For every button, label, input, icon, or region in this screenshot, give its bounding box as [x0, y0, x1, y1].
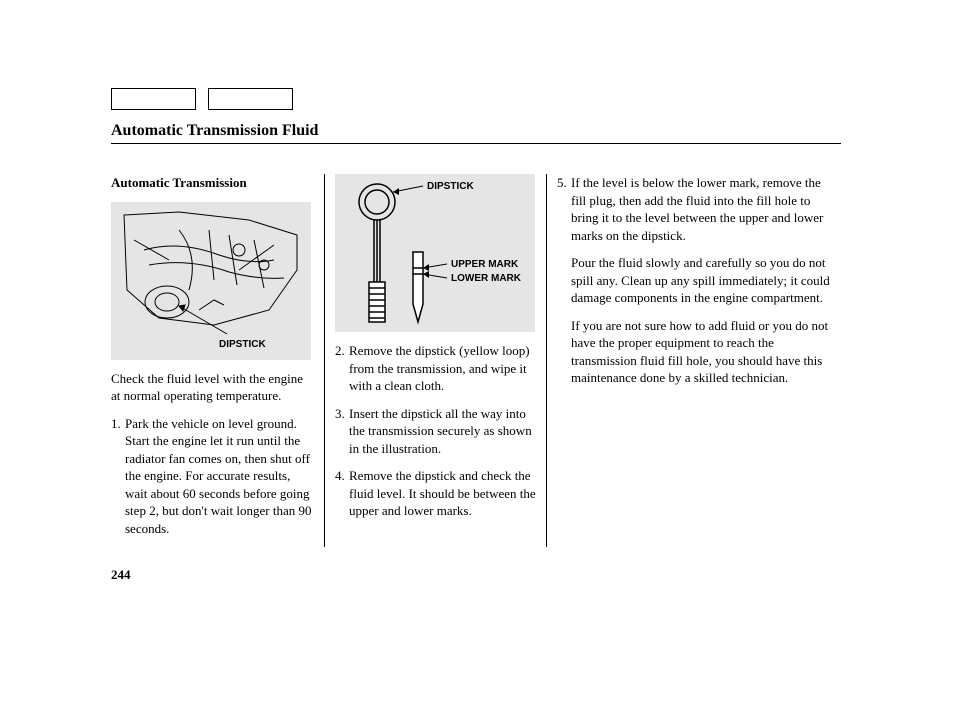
step-4-num: 4.	[335, 467, 349, 520]
page-number: 244	[111, 567, 841, 583]
column-2: DIPSTICK UPPER MARK LOWER MARK 2. Remove…	[325, 174, 547, 547]
engine-illustration	[119, 210, 303, 340]
step-1: 1. Park the vehicle on level ground. Sta…	[111, 415, 314, 538]
figure-label-dipstick-2: DIPSTICK	[427, 180, 474, 194]
content-columns: Automatic Transmission	[111, 174, 841, 547]
step-5c: If you are not sure how to add fluid or …	[571, 317, 837, 387]
step-2: 2. Remove the dipstick (yellow loop) fro…	[335, 342, 536, 395]
figure-label-upper: UPPER MARK	[451, 258, 518, 272]
dipstick-illustration	[335, 174, 535, 332]
step-1-text: Park the vehicle on level ground. Start …	[125, 415, 314, 538]
step-5b: Pour the fluid slowly and carefully so y…	[571, 254, 837, 307]
page-title: Automatic Transmission Fluid	[111, 122, 841, 144]
step-3-text: Insert the dipstick all the way into the…	[349, 405, 536, 458]
tab-box-2	[208, 88, 293, 110]
step-2-text: Remove the dipstick (yellow loop) from t…	[349, 342, 536, 395]
intro-text: Check the fluid level with the engine at…	[111, 370, 314, 405]
figure-engine-dipstick: DIPSTICK	[111, 202, 311, 360]
tab-box-1	[111, 88, 196, 110]
step-5-num: 5.	[557, 174, 571, 397]
manual-page: Automatic Transmission Fluid Automatic T…	[111, 88, 841, 583]
step-5a: If the level is below the lower mark, re…	[571, 174, 837, 244]
figure-label-dipstick: DIPSTICK	[219, 338, 266, 352]
figure-dipstick-marks: DIPSTICK UPPER MARK LOWER MARK	[335, 174, 535, 332]
step-4: 4. Remove the dipstick and check the flu…	[335, 467, 536, 520]
step-5: 5. If the level is below the lower mark,…	[557, 174, 837, 397]
column-3: 5. If the level is below the lower mark,…	[547, 174, 837, 547]
header-tabs	[111, 88, 841, 110]
figure-label-lower: LOWER MARK	[451, 272, 521, 286]
step-3: 3. Insert the dipstick all the way into …	[335, 405, 536, 458]
step-3-num: 3.	[335, 405, 349, 458]
step-2-num: 2.	[335, 342, 349, 395]
column-1: Automatic Transmission	[111, 174, 325, 547]
step-5-text: If the level is below the lower mark, re…	[571, 174, 837, 397]
step-4-text: Remove the dipstick and check the fluid …	[349, 467, 536, 520]
step-1-num: 1.	[111, 415, 125, 538]
section-subhead: Automatic Transmission	[111, 174, 314, 192]
